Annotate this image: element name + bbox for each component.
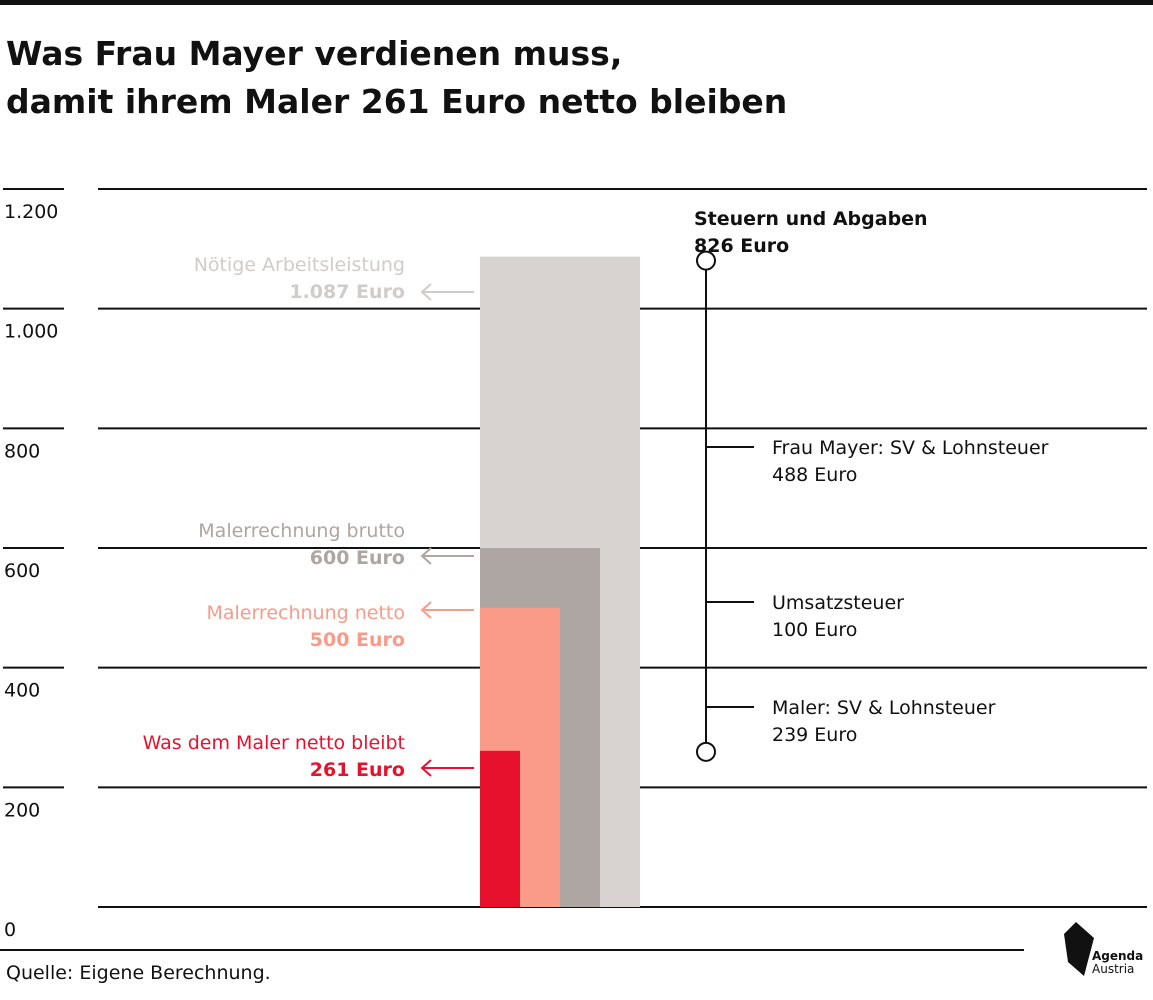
brand-line-2: Austria bbox=[1092, 962, 1135, 976]
brand-line-1: Agenda bbox=[1092, 949, 1144, 963]
y-tick-label: 1.200 bbox=[4, 201, 58, 223]
bar-value-label-brutto: 600 Euro bbox=[310, 547, 405, 569]
bar-label-bleibt: Was dem Maler netto bleibt bbox=[143, 732, 405, 754]
arrow-head-netto bbox=[420, 601, 432, 619]
bar-value-label-arbeitsleistung: 1.087 Euro bbox=[289, 281, 405, 303]
y-tick-label: 800 bbox=[4, 440, 40, 462]
footer-rule bbox=[0, 949, 1024, 951]
agenda-austria-logo-icon bbox=[1064, 922, 1094, 976]
bracket-component-label: Frau Mayer: SV & Lohnsteuer bbox=[772, 437, 1049, 459]
bracket-component-label: Umsatzsteuer bbox=[772, 592, 904, 614]
source-note: Quelle: Eigene Berechnung. bbox=[6, 962, 271, 984]
y-tick-label: 1.000 bbox=[4, 321, 58, 343]
bracket-component-value: 239 Euro bbox=[772, 724, 857, 746]
bar-label-arbeitsleistung: Nötige Arbeitsleistung bbox=[194, 254, 405, 276]
bracket-title-value: 826 Euro bbox=[694, 235, 789, 257]
brand-wordmark: Agenda Austria bbox=[1092, 950, 1143, 976]
bracket-component-value: 488 Euro bbox=[772, 464, 857, 486]
y-tick-label: 200 bbox=[4, 799, 40, 821]
bracket-component-label: Maler: SV & Lohnsteuer bbox=[772, 697, 996, 719]
arrow-head-brutto bbox=[420, 547, 432, 565]
top-rule bbox=[0, 0, 1153, 5]
bracket-title: Steuern und Abgaben bbox=[694, 208, 928, 230]
bracket-end-bottom bbox=[696, 741, 716, 762]
chart-title-line-1: Was Frau Mayer verdienen muss, bbox=[6, 34, 623, 73]
y-tick-label: 0 bbox=[4, 919, 16, 941]
bar-value-label-bleibt: 261 Euro bbox=[310, 759, 405, 781]
arrow-head-arbeitsleistung bbox=[420, 283, 432, 301]
y-tick-label: 400 bbox=[4, 680, 40, 702]
chart-title: Was Frau Mayer verdienen muss, damit ihr… bbox=[6, 30, 1126, 126]
bar-value-label-netto: 500 Euro bbox=[310, 629, 405, 651]
bar-bleibt bbox=[480, 750, 520, 907]
bar-label-netto: Malerrechnung netto bbox=[206, 602, 405, 624]
arrow-head-bleibt bbox=[420, 759, 432, 777]
y-tick-label: 600 bbox=[4, 560, 40, 582]
chart-title-line-2: damit ihrem Maler 261 Euro netto bleiben bbox=[6, 82, 788, 121]
bracket-end-top bbox=[696, 250, 716, 271]
bar-label-brutto: Malerrechnung brutto bbox=[198, 520, 405, 542]
bracket-component-value: 100 Euro bbox=[772, 619, 857, 641]
